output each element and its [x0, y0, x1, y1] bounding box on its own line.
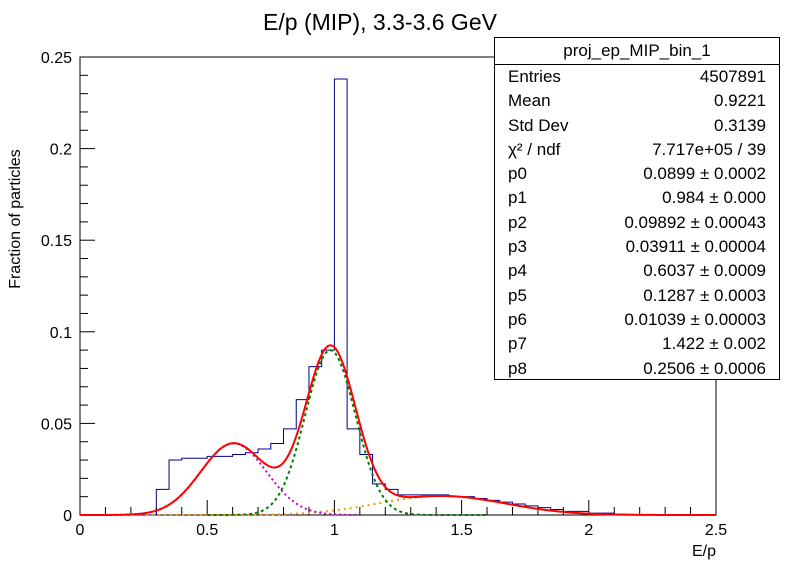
x-tick-label: 0.5 — [196, 522, 218, 539]
stats-value: 0.2506 ± 0.0006 — [643, 358, 766, 378]
x-tick-label: 1 — [330, 522, 339, 539]
stats-row: Entries 4507891 — [495, 65, 779, 89]
stats-box: proj_ep_MIP_bin_1 Entries 4507891 Mean 0.92… — [494, 37, 780, 380]
stats-value: 0.03911 ± 0.00004 — [625, 237, 766, 257]
y-tick-label: 0.2 — [50, 142, 72, 159]
chart-title: E/p (MIP), 3.3-3.6 GeV — [263, 9, 498, 35]
stats-key: p6 — [508, 309, 527, 329]
stats-row: p0 0.0899 ± 0.0002 — [495, 162, 779, 186]
fit-component-2 — [207, 349, 488, 516]
x-tick-label: 1.5 — [450, 522, 472, 539]
stats-row: p3 0.03911 ± 0.00004 — [495, 235, 779, 259]
histogram — [80, 78, 716, 516]
stats-value: 0.3139 — [714, 115, 766, 135]
fit-total — [80, 344, 716, 516]
stats-key: p8 — [508, 358, 527, 378]
stats-value: 0.0899 ± 0.0002 — [643, 164, 766, 184]
stats-key: Entries — [508, 67, 561, 86]
stats-key: p7 — [508, 334, 527, 354]
y-axis-label: Fraction of particles — [7, 149, 24, 289]
stats-row: p4 0.6037 ± 0.0009 — [495, 259, 779, 283]
stats-value: 4507891 — [699, 67, 766, 86]
x-axis: 0 0.5 1 1.5 2 2.5 — [76, 500, 727, 539]
stats-key: p3 — [508, 237, 527, 257]
x-tick-label: 2 — [584, 522, 593, 539]
stats-row: p6 0.01039 ± 0.00003 — [495, 308, 779, 332]
stats-row: χ² / ndf 7.717e+05 / 39 — [495, 138, 779, 162]
stats-row: p2 0.09892 ± 0.00043 — [495, 211, 779, 235]
y-tick-label: 0.05 — [41, 416, 72, 433]
stats-row: p7 1.422 ± 0.002 — [495, 332, 779, 356]
x-tick-label: 0 — [76, 522, 85, 539]
fit-component-3 — [80, 494, 716, 516]
y-tick-label: 0.1 — [50, 325, 72, 342]
stats-key: p2 — [508, 212, 527, 232]
y-tick-label: 0.15 — [41, 233, 72, 250]
stats-key: p0 — [508, 164, 527, 184]
stats-row: p5 0.1287 ± 0.0003 — [495, 284, 779, 308]
stats-value: 0.984 ± 0.000 — [662, 188, 766, 208]
y-tick-label: 0.25 — [41, 50, 72, 67]
y-tick-label: 0 — [63, 508, 72, 525]
x-tick-label: 2.5 — [705, 522, 727, 539]
fit-component-1 — [80, 442, 360, 516]
stats-box-name: proj_ep_MIP_bin_1 — [495, 38, 779, 65]
stats-row: p8 0.2506 ± 0.0006 — [495, 357, 779, 381]
stats-key: Mean — [508, 91, 551, 111]
stats-value: 0.9221 — [714, 91, 766, 111]
stats-key: p5 — [508, 285, 527, 305]
stats-key: p1 — [508, 188, 527, 208]
stats-key: p4 — [508, 261, 527, 281]
stats-key: χ² / ndf — [508, 139, 561, 159]
plot-series — [80, 78, 716, 516]
x-axis-label: E/p — [692, 543, 716, 560]
stats-row: p1 0.984 ± 0.000 — [495, 186, 779, 210]
stats-value: 0.6037 ± 0.0009 — [643, 261, 766, 281]
stats-value: 0.1287 ± 0.0003 — [643, 285, 766, 305]
stats-value: 0.01039 ± 0.00003 — [624, 309, 766, 329]
stats-row: Std Dev 0.3139 — [495, 114, 779, 138]
stats-value: 1.422 ± 0.002 — [662, 334, 766, 354]
stats-rows: Entries 4507891 Mean 0.9221 Std Dev 0.3139 χ² … — [495, 65, 779, 381]
stats-row: Mean 0.9221 — [495, 89, 779, 113]
stats-value: 0.09892 ± 0.00043 — [624, 212, 766, 232]
stats-value: 7.717e+05 / 39 — [652, 139, 766, 159]
y-axis: 0 0.05 0.1 0.15 0.2 0.25 — [41, 50, 95, 525]
stats-key: Std Dev — [508, 115, 569, 135]
